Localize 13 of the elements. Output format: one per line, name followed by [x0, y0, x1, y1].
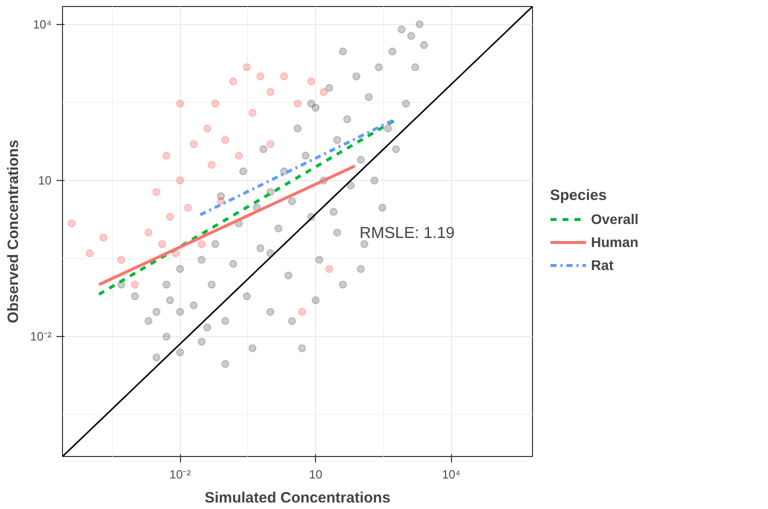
legend-label: Overall	[591, 211, 638, 227]
y-tick-label: 10⁻²	[30, 330, 52, 344]
x-tick-label: 10⁻²	[169, 468, 191, 482]
y-axis-title: Observed Concentrations	[5, 140, 22, 324]
x-tick-label: 10⁴	[442, 468, 460, 482]
y-tick-label: 10	[38, 174, 52, 188]
y-tick-label: 10⁴	[32, 17, 52, 32]
x-tick-label: 10	[308, 468, 323, 482]
legend-label: Rat	[591, 257, 614, 273]
x-axis-title: Simulated Concentrations	[204, 490, 390, 506]
legend-label: Human	[591, 234, 638, 250]
legend-title: Species	[550, 187, 608, 204]
annotation: RMSLE: 1.19	[360, 225, 455, 242]
